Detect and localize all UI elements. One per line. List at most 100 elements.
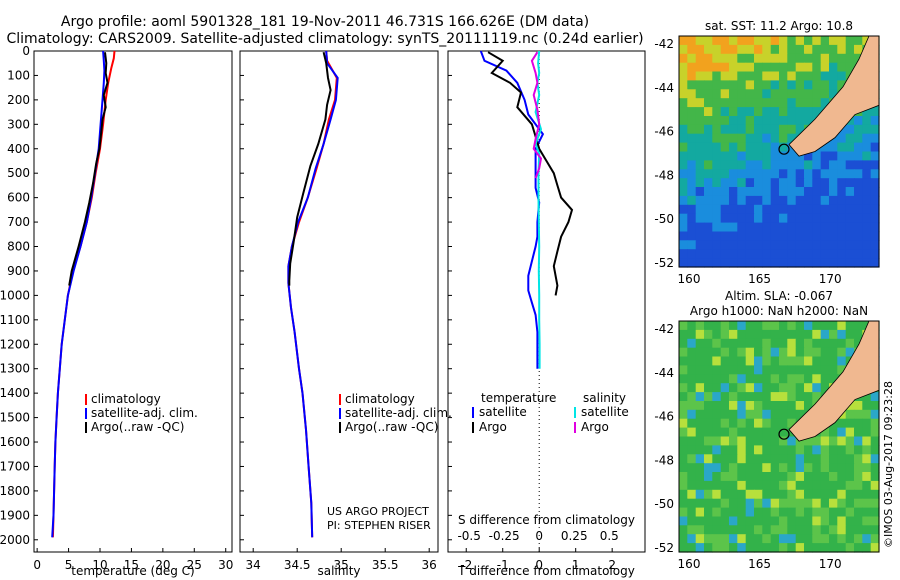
map-cell (695, 543, 705, 553)
map-cell (729, 329, 738, 340)
map-cell (679, 507, 688, 518)
map-cell (804, 71, 813, 81)
map-cell (854, 249, 863, 259)
map-cell (779, 116, 788, 126)
s-tick-label: 0.5 (600, 529, 619, 543)
map-cell (712, 392, 722, 402)
map-cell (737, 53, 747, 64)
map-cell (704, 321, 713, 331)
legend-title-salinity: salinity (583, 391, 626, 405)
map-cell (820, 53, 830, 64)
map-cell (804, 36, 813, 46)
map-cell (762, 401, 772, 411)
map-cell (820, 71, 830, 81)
map-cell (820, 80, 830, 90)
argo-position-marker (778, 428, 790, 440)
map-cell (770, 142, 780, 153)
map-cell (837, 231, 847, 241)
map-cell (862, 534, 872, 544)
map-cell (779, 213, 788, 224)
map-cell (687, 489, 697, 500)
map-cell (845, 543, 855, 553)
map-cell (687, 365, 697, 375)
map-cell (704, 454, 713, 464)
map-cell (829, 89, 838, 99)
map-cell (754, 240, 763, 250)
map-cell (695, 169, 705, 179)
map-cell (720, 329, 730, 340)
map-cell (745, 44, 755, 55)
map-cell (712, 213, 722, 224)
map-cell (829, 53, 838, 64)
map-cell (787, 374, 797, 384)
map-cell (787, 240, 797, 250)
map-cell (737, 249, 747, 259)
map-cell (845, 62, 855, 73)
map-cell (737, 142, 747, 153)
map-cell (745, 249, 755, 259)
map-cell (762, 338, 772, 349)
map-cell (804, 80, 813, 90)
map-cell (770, 53, 780, 64)
map-cell (679, 231, 688, 241)
map-cell (679, 436, 688, 446)
map-cell (779, 436, 788, 446)
map-cell (704, 463, 713, 473)
map-cell (704, 178, 713, 188)
series-line-argo (487, 51, 574, 296)
map-cell (687, 124, 697, 135)
map-cell (679, 338, 688, 349)
map-cell (754, 365, 763, 375)
map-cell (779, 516, 788, 526)
map-cell (787, 151, 797, 161)
map-cell (812, 187, 822, 197)
map-cell (837, 516, 847, 526)
map-cell (712, 240, 722, 250)
legend-label: satellite (581, 405, 629, 419)
map-cell (712, 62, 722, 73)
map-cell (729, 151, 738, 161)
map-cell (720, 80, 730, 90)
map-cell (845, 418, 855, 429)
map-cell (870, 213, 880, 224)
map-cell (687, 356, 697, 366)
map-cell (762, 418, 772, 429)
map-cell (712, 543, 722, 553)
map-cell (704, 71, 713, 81)
map-cell (854, 472, 863, 482)
map-cell (820, 204, 830, 215)
map-cell (770, 249, 780, 259)
map-cell (829, 142, 838, 153)
map-cell (795, 498, 805, 509)
map-cell (779, 80, 788, 90)
map-cell (762, 116, 772, 126)
map-cell (770, 178, 780, 188)
map-cell (804, 187, 813, 197)
map-cell (762, 498, 772, 509)
map-cell (795, 169, 805, 179)
map-cell (687, 71, 697, 81)
map-cell (812, 445, 822, 455)
map-cell (704, 338, 713, 349)
map-lat-label: -42 (654, 322, 674, 336)
map-cell (779, 401, 788, 411)
map-cell (754, 195, 763, 206)
map-cell (704, 534, 713, 544)
x-axis-label: salinity (317, 564, 360, 578)
map-cell (770, 401, 780, 411)
map-cell (862, 489, 872, 500)
map-cell (820, 160, 830, 170)
map-cell (870, 240, 880, 250)
map-cell (870, 436, 880, 446)
map-cell (729, 44, 738, 55)
map-cell (695, 472, 705, 482)
map-cell (704, 53, 713, 64)
map-cell (837, 534, 847, 544)
map-cell (770, 124, 780, 135)
map-cell (820, 480, 830, 491)
map-cell (779, 231, 788, 241)
map-cell (812, 80, 822, 90)
map-cell (729, 231, 738, 241)
map-cell (870, 222, 880, 233)
y-tick-label: 300 (7, 117, 30, 131)
